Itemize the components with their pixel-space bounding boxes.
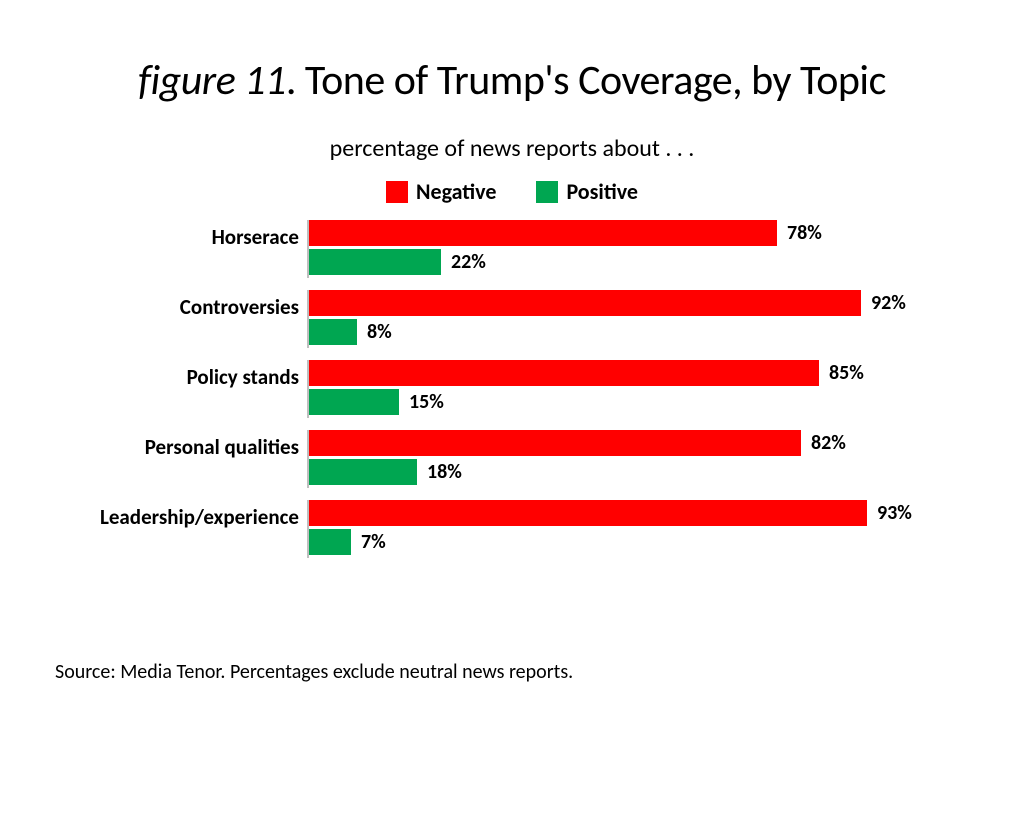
category-label: Controversies [62,290,307,320]
bar-fill-negative [309,360,819,386]
legend-label-negative: Negative [416,178,496,205]
figure-number: figure 11 [138,55,286,106]
bar-negative: 78% [309,220,962,246]
bar-value-positive: 8% [367,320,392,344]
bar-value-negative: 82% [811,431,846,455]
bar-group: 93% 7% [307,500,962,558]
bar-value-positive: 7% [361,530,386,554]
bar-value-positive: 15% [409,390,444,414]
bar-fill-positive [309,249,441,275]
bar-positive: 7% [309,529,962,555]
legend-item-negative: Negative [386,178,496,205]
bar-positive: 22% [309,249,962,275]
bar-chart: Horserace 78% 22% Controversies 92% 8% Policy … [62,220,962,558]
bar-fill-negative [309,500,867,526]
bar-group: 78% 22% [307,220,962,278]
chart-row: Personal qualities 82% 18% [62,430,962,488]
bar-fill-positive [309,319,357,345]
title-text: . Tone of Trump's Coverage, by Topic [286,55,886,106]
bar-fill-negative [309,290,861,316]
bar-fill-negative [309,220,777,246]
bar-negative: 93% [309,500,962,526]
chart-row: Leadership/experience 93% 7% [62,500,962,558]
chart-title: figure 11. Tone of Trump's Coverage, by … [0,55,1024,106]
bar-fill-positive [309,459,417,485]
bar-negative: 92% [309,290,962,316]
bar-negative: 85% [309,360,962,386]
bar-fill-negative [309,430,801,456]
category-label: Policy stands [62,360,307,390]
bar-value-negative: 78% [787,221,822,245]
chart-row: Horserace 78% 22% [62,220,962,278]
bar-value-negative: 85% [829,361,864,385]
chart-row: Policy stands 85% 15% [62,360,962,418]
bar-positive: 8% [309,319,962,345]
bar-value-positive: 22% [451,250,486,274]
bar-value-positive: 18% [427,460,462,484]
bar-value-negative: 92% [871,291,906,315]
category-label: Horserace [62,220,307,250]
legend-item-positive: Positive [536,178,638,205]
chart-subtitle: percentage of news reports about . . . [0,134,1024,163]
bar-group: 82% 18% [307,430,962,488]
legend: Negative Positive [0,178,1024,205]
swatch-negative [386,181,408,203]
source-note: Source: Media Tenor. Percentages exclude… [55,660,573,684]
category-label: Personal qualities [62,430,307,460]
chart-row: Controversies 92% 8% [62,290,962,348]
bar-fill-positive [309,389,399,415]
bar-fill-positive [309,529,351,555]
bar-group: 92% 8% [307,290,962,348]
bar-positive: 15% [309,389,962,415]
category-label: Leadership/experience [62,500,307,530]
bar-negative: 82% [309,430,962,456]
swatch-positive [536,181,558,203]
legend-label-positive: Positive [566,178,638,205]
bar-value-negative: 93% [877,501,912,525]
bar-positive: 18% [309,459,962,485]
bar-group: 85% 15% [307,360,962,418]
